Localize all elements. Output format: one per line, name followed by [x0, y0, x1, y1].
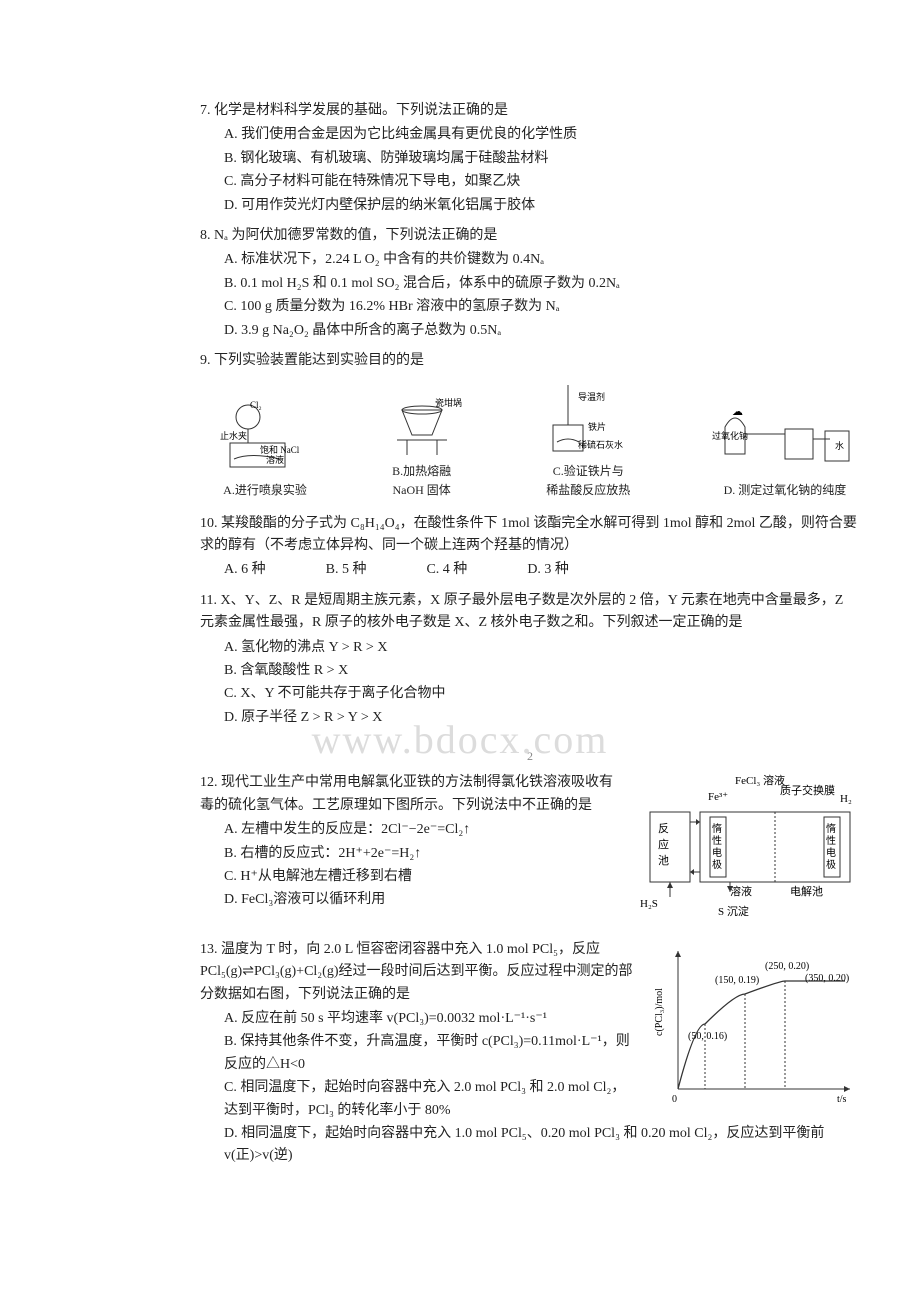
q9-fig-a: Cl₂ 止水夹 饱和 NaCl 溶液 A.进行喷泉实验 — [220, 399, 310, 500]
apparatus-icon: 过氧化钠 水 ☁ — [710, 399, 860, 479]
question-8: 8. Nₐ 为阿伏加德罗常数的值，下列说法正确的是 A. 标准状况下，2.24 … — [200, 225, 860, 342]
q8-opt-c: C. 100 g 质量分数为 16.2% HBr 溶液中的氢原子数为 Nₐ — [224, 296, 860, 318]
q13-pt4: (350, 0.20) — [805, 973, 849, 984]
q12-opt-d: D. FeCl₃溶液可以循环利用 — [224, 889, 618, 911]
q8-stem: 8. Nₐ 为阿伏加德罗常数的值，下列说法正确的是 — [200, 225, 860, 247]
q12-opt-b: B. 右槽的反应式：2H⁺+2e⁻=H₂↑ — [224, 843, 618, 865]
q8-opt-d: D. 3.9 g Na₂O₂ 晶体中所含的离子总数为 0.5Nₐ — [224, 320, 860, 342]
svg-text:极: 极 — [712, 858, 722, 871]
q9-stem: 9. 下列实验装置能达到实验目的的是 — [200, 350, 860, 372]
q13-opt-d: D. 相同温度下，起始时向容器中充入 1.0 mol PCl₅、0.20 mol… — [224, 1123, 860, 1168]
q9d-label-1: 水 — [835, 440, 844, 451]
q9d-caption: D. 测定过氧化钠的纯度 — [710, 481, 860, 500]
q10-opt-b: B. 5 种 — [326, 559, 367, 581]
q11-options: A. 氢化物的沸点 Y > R > X B. 含氧酸酸性 R > X C. X、… — [200, 637, 860, 730]
question-11: 11. X、Y、Z、R 是短周期主族元素，X 原子最外层电子数是次外层的 2 倍… — [200, 590, 860, 729]
q12-lbl-cell: 电解池 — [790, 884, 823, 898]
q12-lbl-h2: H₂ — [840, 793, 852, 805]
svg-text:极: 极 — [826, 858, 836, 871]
svg-text:性: 性 — [826, 834, 836, 847]
q9a-label-clip: 止水夹 — [220, 430, 247, 441]
q9a-label-sol: 溶液 — [266, 454, 284, 465]
q9a-caption: A.进行喷泉实验 — [220, 481, 310, 500]
thermo-icon: 导温剂 铁片 稀硫石灰水 — [533, 380, 643, 460]
svg-text:性: 性 — [712, 834, 722, 847]
q12-lbl-fe: Fe³⁺ — [708, 791, 728, 803]
q10-stem: 10. 某羧酸酯的分子式为 C₈H₁₄O₄，在酸性条件下 1mol 该酯完全水解… — [200, 513, 860, 558]
q12-diagram: FeCl₃ 溶液 Fe³⁺ 质子交换膜 H₂ 反 应 池 惰 性 电 极 惰 性… — [630, 772, 860, 930]
q12-opt-a: A. 左槽中发生的反应是：2Cl⁻−2e⁻=Cl₂↑ — [224, 819, 618, 841]
q7-opt-b: B. 钢化玻璃、有机玻璃、防弹玻璃均属于硅酸盐材料 — [224, 148, 860, 170]
q13-graph: (50, 0.16) (150, 0.19) (250, 0.20) (350,… — [650, 939, 860, 1117]
q9a-label-cl2: Cl₂ — [250, 400, 262, 410]
q9c-label-2: 稀硫石灰水 — [578, 439, 623, 450]
q9-figures: Cl₂ 止水夹 饱和 NaCl 溶液 A.进行喷泉实验 瓷坩埚 B.加热熔融 N… — [220, 380, 860, 500]
crucible-icon: 瓷坩埚 — [377, 380, 467, 460]
question-13: 13. 温度为 T 时，向 2.0 L 恒容密闭容器中充入 1.0 mol PC… — [200, 939, 860, 1168]
q11-opt-b: B. 含氧酸酸性 R > X — [224, 660, 860, 682]
svg-text:惰: 惰 — [712, 822, 722, 835]
q11-opt-a: A. 氢化物的沸点 Y > R > X — [224, 637, 860, 659]
q7-opt-d: D. 可用作荧光灯内壁保护层的纳米氧化铝属于胶体 — [224, 195, 860, 217]
svg-text:反: 反 — [658, 822, 669, 835]
q9d-label-0: 过氧化钠 — [712, 430, 748, 441]
question-10: 10. 某羧酸酯的分子式为 C₈H₁₄O₄，在酸性条件下 1mol 该酯完全水解… — [200, 513, 860, 582]
q9b-label: 瓷坩埚 — [435, 397, 462, 408]
q9c-caption: C.验证铁片与 稀盐酸反应放热 — [533, 462, 643, 500]
svg-text:池: 池 — [658, 854, 669, 867]
page-number: 2 — [200, 747, 860, 766]
q13-pt3: (250, 0.20) — [765, 961, 809, 972]
q8-opt-b: B. 0.1 mol H₂S 和 0.1 mol SO₂ 混合后，体系中的硫原子… — [224, 273, 860, 295]
q8-options: A. 标准状况下，2.24 L O₂ 中含有的共价键数为 0.4Nₐ B. 0.… — [200, 249, 860, 342]
q9b-caption: B.加热熔融 NaOH 固体 — [377, 462, 467, 500]
question-12: 12. 现代工业生产中常用电解氯化亚铁的方法制得氯化铁溶液吸收有毒的硫化氢气体。… — [200, 772, 860, 930]
q13-pt2: (150, 0.19) — [715, 975, 759, 986]
q12-lbl-sol: 溶液 — [730, 884, 752, 898]
q11-opt-c: C. X、Y 不可能共存于离子化合物中 — [224, 683, 860, 705]
q13-xaxis: t/s — [837, 1094, 847, 1105]
svg-text:0: 0 — [672, 1094, 677, 1105]
question-9: 9. 下列实验装置能达到实验目的的是 Cl₂ 止水夹 饱和 NaCl 溶液 A.… — [200, 350, 860, 501]
q12-lbl-top: FeCl₃ 溶液 — [735, 773, 785, 787]
q13-stem: 13. 温度为 T 时，向 2.0 L 恒容密闭容器中充入 1.0 mol PC… — [200, 939, 638, 1006]
q12-lbl-s: S 沉淀 — [718, 904, 749, 918]
q11-opt-d: D. 原子半径 Z > R > Y > X — [224, 707, 860, 729]
q8-opt-a: A. 标准状况下，2.24 L O₂ 中含有的共价键数为 0.4Nₐ — [224, 249, 860, 271]
svg-text:☁: ☁ — [732, 406, 743, 418]
q10-opt-a: A. 6 种 — [224, 559, 266, 581]
q13-yaxis: c(PCl₃)/mol — [654, 988, 665, 1036]
q9a-label-nacl: 饱和 NaCl — [260, 444, 300, 455]
q7-opt-a: A. 我们使用合金是因为它比纯金属具有更优良的化学性质 — [224, 124, 860, 146]
q7-opt-c: C. 高分子材料可能在特殊情况下导电，如聚乙炔 — [224, 171, 860, 193]
q7-stem: 7. 化学是材料科学发展的基础。下列说法正确的是 — [200, 100, 860, 122]
svg-text:应: 应 — [658, 837, 669, 851]
q10-opt-d: D. 3 种 — [527, 559, 569, 581]
svg-text:电: 电 — [712, 846, 722, 859]
q9-fig-c: 导温剂 铁片 稀硫石灰水 C.验证铁片与 稀盐酸反应放热 — [533, 380, 643, 500]
q13-opt-c: C. 相同温度下，起始时向容器中充入 2.0 mol PCl₃ 和 2.0 mo… — [224, 1077, 638, 1122]
q13-options: A. 反应在前 50 s 平均速率 v(PCl₃)=0.0032 mol·L⁻¹… — [200, 1008, 638, 1122]
svg-text:电: 电 — [826, 846, 836, 859]
q9-fig-b: 瓷坩埚 B.加热熔融 NaOH 固体 — [377, 380, 467, 500]
question-7: 7. 化学是材料科学发展的基础。下列说法正确的是 A. 我们使用合金是因为它比纯… — [200, 100, 860, 217]
q13-opt-b: B. 保持其他条件不变，升高温度，平衡时 c(PCl₃)=0.11mol·L⁻¹… — [224, 1031, 638, 1076]
q7-options: A. 我们使用合金是因为它比纯金属具有更优良的化学性质 B. 钢化玻璃、有机玻璃… — [200, 124, 860, 217]
flask-icon: Cl₂ 止水夹 饱和 NaCl 溶液 — [220, 399, 310, 479]
q12-stem: 12. 现代工业生产中常用电解氯化亚铁的方法制得氯化铁溶液吸收有毒的硫化氢气体。… — [200, 772, 618, 817]
q12-options: A. 左槽中发生的反应是：2Cl⁻−2e⁻=Cl₂↑ B. 右槽的反应式：2H⁺… — [200, 819, 618, 912]
svg-text:惰: 惰 — [826, 822, 836, 835]
q12-lbl-h2s: H₂S — [640, 898, 658, 910]
q13-options-cont: D. 相同温度下，起始时向容器中充入 1.0 mol PCl₅、0.20 mol… — [200, 1123, 860, 1168]
q13-pt1: (50, 0.16) — [688, 1031, 727, 1042]
q9-fig-d: 过氧化钠 水 ☁ D. 测定过氧化钠的纯度 — [710, 399, 860, 500]
q12-lbl-mem: 质子交换膜 — [780, 783, 835, 797]
q12-opt-c: C. H⁺从电解池左槽迁移到右槽 — [224, 866, 618, 888]
q13-opt-a: A. 反应在前 50 s 平均速率 v(PCl₃)=0.0032 mol·L⁻¹… — [224, 1008, 638, 1030]
q9c-label-1: 铁片 — [588, 421, 606, 432]
q11-stem: 11. X、Y、Z、R 是短周期主族元素，X 原子最外层电子数是次外层的 2 倍… — [200, 590, 860, 635]
q9c-label-0: 导温剂 — [578, 391, 605, 402]
q10-options: A. 6 种 B. 5 种 C. 4 种 D. 3 种 — [200, 559, 860, 581]
q10-opt-c: C. 4 种 — [426, 559, 467, 581]
